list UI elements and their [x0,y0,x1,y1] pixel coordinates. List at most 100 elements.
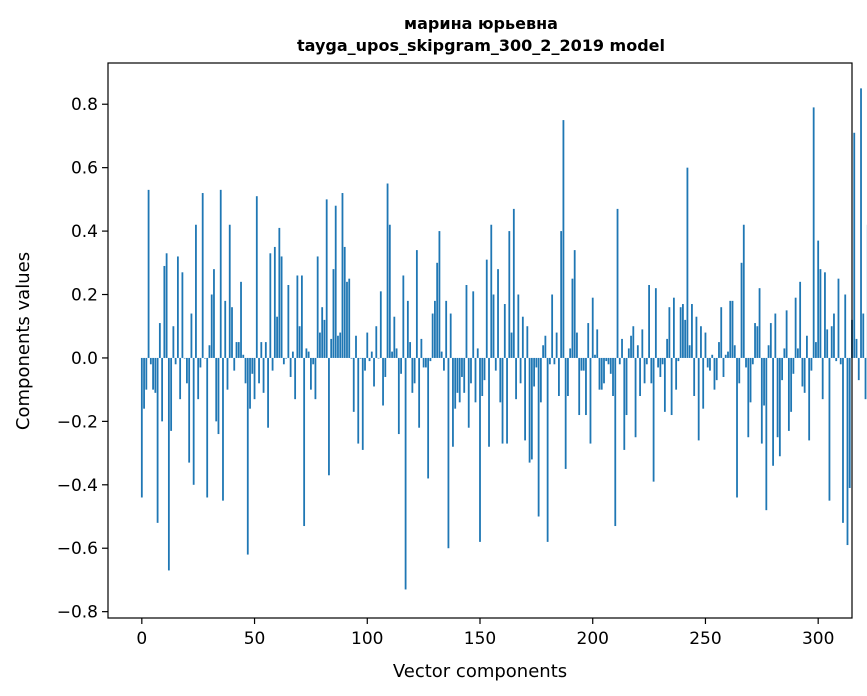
bar-263 [733,345,736,358]
bar-31 [210,294,213,358]
bar-3 [147,189,150,358]
bar-60 [276,316,278,358]
bar-97 [359,357,362,359]
bar-50 [253,357,256,400]
bar-282 [776,357,779,438]
bar-147 [472,291,475,358]
bar-253 [711,354,714,358]
bar-163 [508,231,511,358]
bar-16 [176,256,179,358]
bar-64 [285,357,288,359]
y-tick-label: 0.2 [71,286,98,306]
bar-129 [431,313,434,358]
bar-103 [373,357,375,387]
bar-257 [720,307,723,358]
bar-77 [314,357,317,400]
bar-210 [614,357,617,527]
bar-277 [765,357,768,511]
bar-74 [307,351,310,358]
bar-318 [857,357,860,381]
bar-237 [675,357,678,390]
bar-28 [204,357,206,359]
bar-22 [190,313,193,358]
bar-45 [242,354,245,358]
bar-302 [821,357,824,400]
bar-119 [409,342,412,358]
chart-title: марина юрьевна [404,14,558,33]
x-axis-ticks: 0 50 100 150 200 250 300 [136,618,834,649]
bar-112 [393,316,396,358]
bar-193 [576,332,578,358]
bar-249 [702,357,705,409]
bar-212 [618,357,621,365]
bar-299 [815,342,817,358]
bar-312 [844,294,847,358]
bar-51 [255,196,258,358]
bar-36 [222,357,224,501]
bar-133 [440,351,443,358]
bar-281 [774,313,777,358]
bar-231 [661,357,664,365]
bar-54 [262,357,265,393]
bar-311 [842,357,844,523]
bar-268 [745,357,747,368]
bar-67 [291,351,294,358]
bar-274 [758,288,761,358]
bar-265 [738,357,741,384]
bar-81 [323,319,326,358]
bar-194 [578,357,581,416]
bar-189 [567,357,569,396]
y-tick-label: 0.6 [71,159,98,179]
bar-175 [535,357,538,368]
bar-205 [603,357,605,384]
bar-255 [715,357,718,381]
bar-19 [183,357,186,359]
bar-185 [558,357,560,396]
bar-159 [499,357,502,403]
bar-136 [447,357,450,549]
bar-269 [747,357,750,438]
bar-296 [808,357,811,441]
y-axis-label: Components values [13,252,34,430]
bar-131 [436,262,439,358]
bar-14 [172,326,175,358]
bar-195 [580,357,583,371]
bar-174 [533,357,536,387]
bar-214 [623,357,626,450]
bar-278 [767,345,770,358]
bar-200 [591,297,594,358]
bar-92 [348,278,351,358]
bar-21 [188,357,191,463]
bar-191 [571,278,574,358]
bar-80 [321,307,324,358]
bar-110 [388,224,391,358]
bar-273 [756,326,759,358]
bar-32 [213,269,215,358]
bar-69 [296,275,299,358]
bar-264 [736,357,738,498]
bar-266 [740,262,743,358]
bar-321 [864,357,867,400]
bar-186 [560,231,563,358]
bar-91 [346,281,348,358]
bar-37 [224,300,227,358]
bar-146 [470,357,472,384]
bar-94 [352,357,355,412]
bar-151 [481,357,484,396]
bar-162 [506,357,508,444]
bar-319 [860,88,862,358]
bar-108 [384,357,387,377]
bar-233 [666,338,669,358]
bar-20 [186,357,188,384]
bar-111 [391,351,393,358]
bar-250 [704,332,707,358]
bar-145 [467,357,470,428]
bar-294 [803,357,806,393]
bar-139 [454,357,457,409]
bar-130 [434,300,436,358]
bar-190 [569,348,572,358]
bar-55 [264,342,267,358]
chart-subtitle: tayga_upos_skipgram_300_2_2019 model [297,36,665,55]
bar-241 [684,319,687,358]
bar-169 [521,316,524,358]
